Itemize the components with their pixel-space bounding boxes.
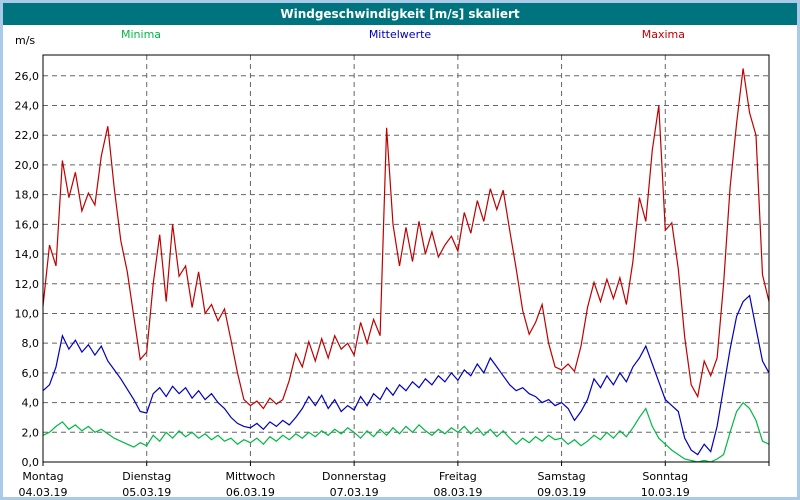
plot-background (43, 55, 769, 462)
y-tick-label: 12,0 (15, 278, 40, 291)
legend-mittelwerte: Mittelwerte (368, 28, 432, 41)
y-tick-label: 22,0 (15, 129, 40, 142)
chart-canvas: 26,0 24,0 22,0 20,0 18,0 16,0 14,0 12,0 10,0 8,0 6… (15, 54, 770, 499)
plot-border (42, 54, 770, 463)
legend-maxima: Maxima (641, 28, 685, 41)
x-date-label: 10.03.19 (641, 486, 690, 499)
x-day-label: Freitag (439, 470, 477, 483)
chart-legend: m/s Minima Mittelwerte Maxima (3, 25, 797, 47)
x-day-label: Montag (22, 470, 63, 483)
y-tick-label: 0,0 (22, 456, 40, 469)
y-tick-label: 16,0 (15, 218, 40, 231)
y-tick-label: 8,0 (22, 337, 40, 350)
x-date-label: 08.03.19 (433, 486, 482, 499)
y-tick-label: 14,0 (15, 248, 40, 261)
x-date-label: 04.03.19 (19, 486, 68, 499)
series-minima-line (42, 401, 770, 463)
y-tick-label: 24,0 (15, 100, 40, 113)
y-tick-label: 26,0 (15, 70, 40, 83)
series-mittelwerte-line (42, 294, 770, 456)
x-date-label: 06.03.19 (226, 486, 275, 499)
x-date-label: 07.03.19 (330, 486, 379, 499)
y-tick-label: 18,0 (15, 189, 40, 202)
x-day-label: Sonntag (642, 470, 688, 483)
x-date-label: 05.03.19 (122, 486, 171, 499)
legend-minima: Minima (121, 28, 162, 41)
window-titlebar: Windgeschwindigkeit [m/s] skaliert (3, 3, 797, 25)
x-day-label: Donnerstag (322, 470, 386, 483)
y-tick-label: 10,0 (15, 307, 40, 320)
x-day-label: Dienstag (122, 470, 171, 483)
x-date-label: 09.03.19 (537, 486, 586, 499)
series-maxima-line (42, 68, 770, 410)
y-axis-unit: m/s (15, 34, 36, 47)
y-tick-label: 2,0 (22, 426, 40, 439)
y-tick-label: 4,0 (22, 397, 40, 410)
window-title: Windgeschwindigkeit [m/s] skaliert (280, 7, 520, 21)
y-tick-label: 6,0 (22, 367, 40, 380)
x-day-label: Mittwoch (225, 470, 275, 483)
y-tick-label: 20,0 (15, 159, 40, 172)
x-day-label: Samstag (537, 470, 585, 483)
